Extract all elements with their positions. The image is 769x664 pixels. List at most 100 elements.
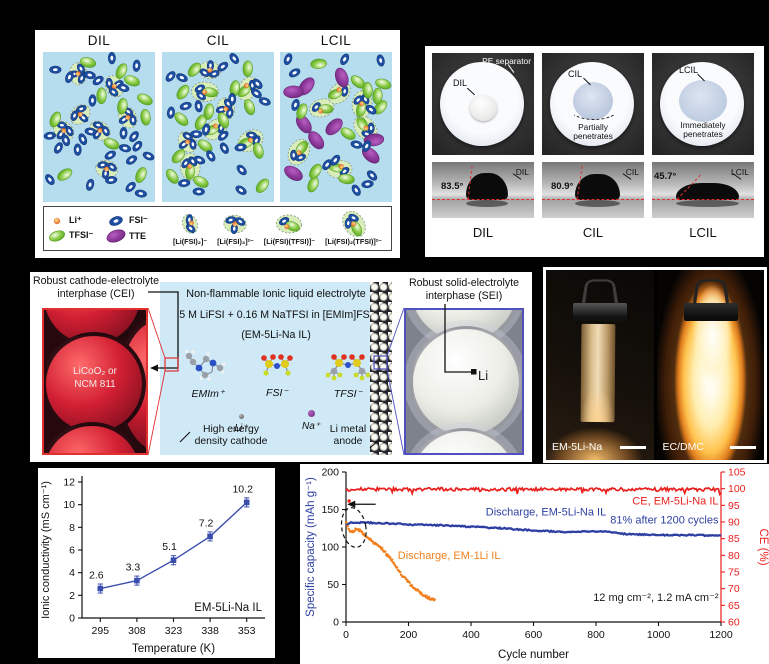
svg-text:12: 12 [63, 477, 75, 489]
tfsi-molecule-icon [325, 354, 371, 381]
svg-text:200: 200 [321, 467, 339, 479]
emim-molecule: EMIm⁺ [176, 348, 240, 400]
lcil-droplet [679, 80, 727, 122]
emim-label: EMIm⁺ [191, 388, 225, 400]
cathode-photo: LiCoO₂ or NCM 811 [42, 308, 148, 455]
li-fsi3-cluster-icon [223, 214, 248, 235]
legend-tfsi-label: TFSI⁻ [69, 230, 94, 240]
species-legend: Li⁺ FSI⁻ TFSI⁻ TTE [Li(FSI)₂]⁻ [Li(FSI)₃… [43, 206, 392, 251]
svg-text:0: 0 [333, 617, 339, 629]
svg-text:Cycle number: Cycle number [498, 649, 569, 661]
svg-text:10.2: 10.2 [232, 483, 253, 495]
svg-text:2: 2 [69, 590, 75, 602]
binder-clip-handle [581, 279, 619, 304]
svg-text:600: 600 [525, 629, 543, 641]
cei-label: Robust cathode-electrolyte interphase (C… [32, 275, 160, 301]
svg-text:295: 295 [92, 625, 110, 637]
panel-c-cell-schematic: Robust cathode-electrolyte interphase (C… [30, 272, 532, 462]
svg-text:65: 65 [728, 600, 740, 612]
svg-text:95: 95 [728, 500, 740, 512]
dil-droplet [470, 95, 497, 121]
baseline [432, 199, 534, 200]
panel-d-flammability-test: EM-5Li-Na EC/DMC [543, 267, 767, 463]
cathode-caption: High energy density cathode [194, 424, 268, 447]
svg-text:90: 90 [728, 517, 740, 529]
fsi-label: FSI⁻ [266, 387, 288, 399]
tfsi-ion-icon [49, 229, 65, 242]
contact-angle-dil: 83.5° DIL [432, 162, 534, 218]
svg-text:3.3: 3.3 [126, 562, 141, 574]
svg-text:400: 400 [462, 629, 480, 641]
lcil-droplet-label: LCIL [679, 65, 699, 75]
anode-caption: Li metal anode [329, 424, 367, 447]
svg-text:50: 50 [327, 579, 339, 591]
tfsi-molecule: TFSI⁻ [312, 354, 384, 400]
tfsi-label: TFSI⁻ [333, 388, 363, 400]
contact-angle-value: 80.9° [551, 181, 574, 192]
li-fsi2-tfsi-cluster-icon [341, 211, 366, 237]
dil-contact-droplet [466, 173, 508, 200]
scale-bar [619, 446, 646, 449]
soaked-separator-strip [580, 323, 616, 423]
anode-photo: Li [404, 308, 524, 455]
contact-angle-value: 83.5° [441, 181, 464, 192]
anode-material-label: Li [478, 368, 489, 383]
svg-text:105: 105 [728, 467, 746, 479]
contact-angle-value: 45.7° [654, 171, 677, 182]
svg-text:100: 100 [728, 483, 746, 495]
field-title-dil: DIL [87, 33, 111, 48]
svg-text:353: 353 [238, 625, 256, 637]
svg-text:CE (%): CE (%) [757, 528, 769, 565]
svg-text:85: 85 [728, 533, 740, 545]
pe-separator-label: PE separator [482, 56, 531, 66]
svg-text:6: 6 [69, 545, 75, 557]
cathode-material-label: LiCoO₂ or NCM 811 [73, 366, 117, 390]
panel-e-conductivity-chart: 0 2 4 6 8 10 12 295 308 323 338 353 2.6 3.3 5.1 7.2 10.2… [38, 468, 275, 658]
contact-angle-cil: 80.9° CIL [542, 162, 644, 218]
anode-strip [370, 282, 392, 455]
svg-text:Temperature (K): Temperature (K) [132, 643, 215, 655]
svg-text:Discharge, EM-5Li-Na IL: Discharge, EM-5Li-Na IL [486, 507, 606, 519]
flammability-photo-carbonate: EC/DMC [656, 270, 764, 460]
li-fsi2-cluster-icon [182, 214, 199, 234]
svg-text:800: 800 [587, 629, 605, 641]
svg-text:7.2: 7.2 [199, 517, 214, 529]
legend-fsi-label: FSI⁻ [129, 215, 148, 225]
separator-photo-dil: PE separator DIL [432, 53, 534, 155]
tte-icon [106, 228, 126, 243]
fsi-ion-icon [109, 215, 123, 226]
cil-contact-droplet [575, 174, 620, 200]
electrolyte-name: (EM-5Li-Na IL) [241, 329, 311, 341]
caption-lcil: LCIL [689, 225, 717, 240]
cluster-legend-item: [Li(FSI)₂(TFSI)]²⁻ [325, 211, 382, 246]
ion-field-dil [43, 52, 155, 202]
field-title-lcil: LCIL [320, 33, 352, 48]
svg-text:308: 308 [128, 625, 146, 637]
contact-angle-lcil: 45.7° LCIL [652, 162, 754, 218]
svg-text:150: 150 [321, 504, 339, 516]
svg-text:0: 0 [343, 629, 349, 641]
svg-text:Ionic conductivity (mS cm⁻¹): Ionic conductivity (mS cm⁻¹) [40, 481, 52, 619]
angle-droplet-label: DIL [515, 167, 529, 177]
binder-clip-handle [692, 279, 729, 304]
field-title-cil: CIL [206, 33, 230, 48]
separator-photo-lcil: LCIL Immediately penetrates [652, 53, 754, 155]
flammability-photo-il: EM-5Li-Na [546, 270, 654, 460]
fsi-molecule-icon [261, 354, 293, 376]
lcil-note: Immediately penetrates [680, 120, 726, 140]
svg-text:10: 10 [63, 499, 75, 511]
svg-text:12 mg cm⁻², 1.2 mA cm⁻²: 12 mg cm⁻², 1.2 mA cm⁻² [593, 592, 719, 604]
panel-b-wetting-tests: PE separator DIL CIL Partially penetrate… [424, 45, 765, 258]
cluster-legend-item: [Li(FSI)(TFSI)]⁻ [264, 211, 315, 246]
lcil-contact-droplet [676, 183, 739, 200]
panel-a-electrolyte-structure: DIL CIL LCIL Li⁺ FSI⁻ TFSI⁻ TTE [Li(FSI)… [35, 30, 400, 258]
svg-text:1000: 1000 [647, 629, 671, 641]
svg-text:60: 60 [728, 617, 740, 629]
na-ion: Na⁺ [296, 404, 326, 432]
electrolyte-title: Non-flammable Ionic liquid electrolyte [186, 288, 366, 300]
legend-li-label: Li⁺ [69, 215, 82, 225]
cluster-legend-item: [Li(FSI)₃]²⁻ [217, 211, 254, 246]
svg-text:EM-5Li-Na IL: EM-5Li-Na IL [194, 602, 262, 614]
svg-text:8: 8 [69, 522, 75, 534]
